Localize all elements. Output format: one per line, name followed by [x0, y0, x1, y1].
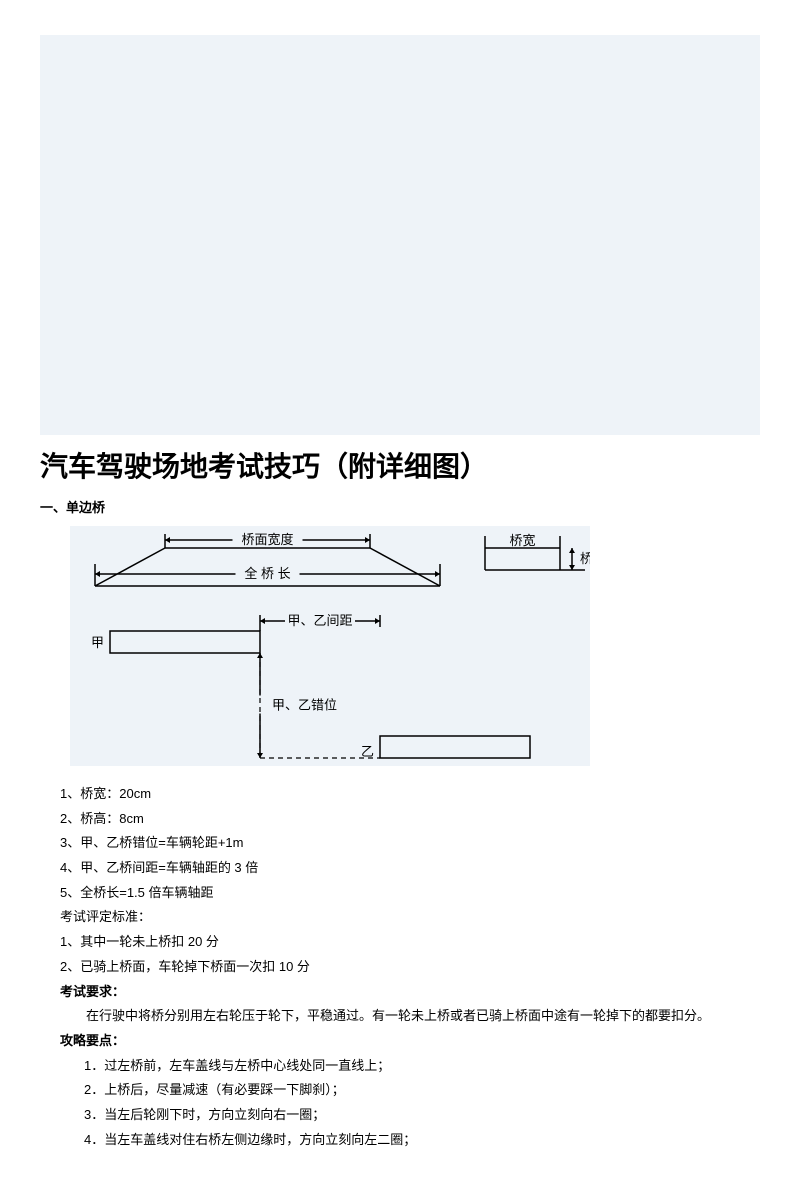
page-title: 汽车驾驶场地考试技巧（附详细图）: [40, 445, 760, 485]
section-heading: 一、单边桥: [40, 497, 760, 516]
requirements-text: 在行驶中将桥分别用左右轮压于轮下，平稳通过。有一轮未上桥或者已骑上桥面中途有一轮…: [60, 1004, 760, 1029]
strategy-heading: 攻略要点：: [60, 1029, 760, 1054]
spec-item: 1、桥宽：20cm: [60, 782, 760, 807]
svg-text:甲、乙间距: 甲、乙间距: [287, 613, 352, 628]
spec-item: 4、甲、乙桥间距=车辆轴距的 3 倍: [60, 856, 760, 881]
svg-text:桥高: 桥高: [580, 551, 590, 566]
criteria-item: 2、已骑上桥面，车轮掉下桥面一次扣 10 分: [60, 955, 760, 980]
criteria-heading: 考试评定标准：: [60, 905, 760, 930]
spec-item: 2、桥高：8cm: [60, 807, 760, 832]
strategy-list: 1．过左桥前，左车盖线与左桥中心线处同一直线上； 2．上桥后，尽量减速（有必要踩…: [40, 1054, 760, 1153]
criteria-item: 1、其中一轮未上桥扣 20 分: [60, 930, 760, 955]
spec-item: 5、全桥长=1.5 倍车辆轴距: [60, 881, 760, 906]
bridge-diagram: 桥面宽度全 桥 长 桥宽桥高甲乙 甲、乙间距甲、乙错位: [70, 526, 590, 766]
svg-text:桥面宽度: 桥面宽度: [241, 532, 293, 547]
svg-text:甲、乙错位: 甲、乙错位: [272, 698, 337, 713]
svg-text:全 桥 长: 全 桥 长: [244, 566, 290, 581]
svg-text:桥宽: 桥宽: [509, 533, 535, 548]
strategy-item: 4．当左车盖线对住右桥左侧边缘时，方向立刻向左二圈；: [84, 1128, 760, 1153]
strategy-item: 1．过左桥前，左车盖线与左桥中心线处同一直线上；: [84, 1054, 760, 1079]
header-blank-area: [40, 35, 760, 435]
spec-list: 1、桥宽：20cm 2、桥高：8cm 3、甲、乙桥错位=车辆轮距+1m 4、甲、…: [60, 782, 760, 905]
svg-text:乙: 乙: [361, 744, 374, 759]
svg-text:甲: 甲: [91, 635, 104, 650]
criteria-list: 1、其中一轮未上桥扣 20 分 2、已骑上桥面，车轮掉下桥面一次扣 10 分: [60, 930, 760, 979]
strategy-item: 2．上桥后，尽量减速（有必要踩一下脚刹）；: [84, 1078, 760, 1103]
requirements-heading: 考试要求：: [60, 980, 760, 1005]
spec-item: 3、甲、乙桥错位=车辆轮距+1m: [60, 831, 760, 856]
strategy-item: 3．当左后轮刚下时，方向立刻向右一圈；: [84, 1103, 760, 1128]
document-content: 汽车驾驶场地考试技巧（附详细图） 一、单边桥 桥面宽度全 桥 长 桥宽桥高甲乙 甲、…: [0, 435, 800, 1192]
